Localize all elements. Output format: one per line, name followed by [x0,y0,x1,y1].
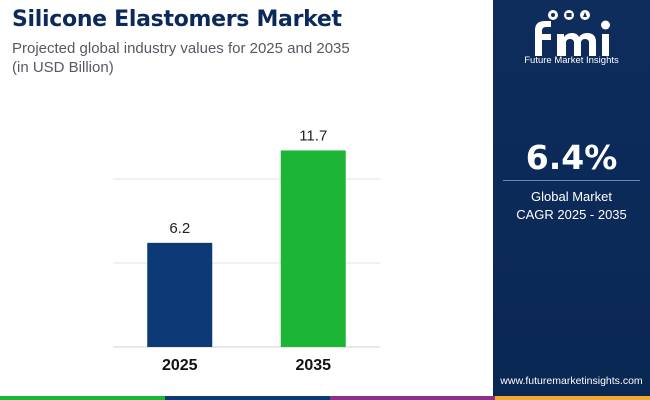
subtitle-line-2: (in USD Billion) [12,59,114,76]
subtitle-line-1: Projected global industry values for 202… [12,40,350,57]
fmi-logo [535,10,610,56]
chart-subtitle: Projected global industry values for 202… [12,39,432,77]
website-link[interactable]: www.futuremarketinsights.com [500,375,643,387]
bar-2035 [280,150,346,347]
cagr-sidebar: Future Market Insights 6.4% Global Marke… [493,0,650,400]
bar-chart: 6.2 2025 11.7 2035 [113,127,380,374]
cagr-label: Global Market CAGR 2025 - 2035 [493,188,650,224]
bar-2025 [147,242,213,347]
cagr-label-line-1: Global Market [531,189,612,204]
cagr-label-line-2: CAGR 2025 - 2035 [516,207,627,222]
strip-segment [165,396,330,400]
strip-segment [330,396,495,400]
strip-segment [0,396,165,400]
tick-label-2025: 2025 [162,357,198,374]
tick-label-2035: 2035 [295,357,331,374]
logo-wordmark: Future Market Insights [524,55,619,66]
page-title: Silicone Elastomers Market [12,7,342,32]
cagr-divider [503,180,640,181]
strip-segment [495,396,650,400]
data-label-2035: 11.7 [299,127,327,144]
color-strip [0,396,650,400]
chart-panel: Silicone Elastomers Market Projected glo… [12,7,432,374]
data-label-2025: 6.2 [169,220,190,237]
cagr-value: 6.4% [525,138,618,177]
